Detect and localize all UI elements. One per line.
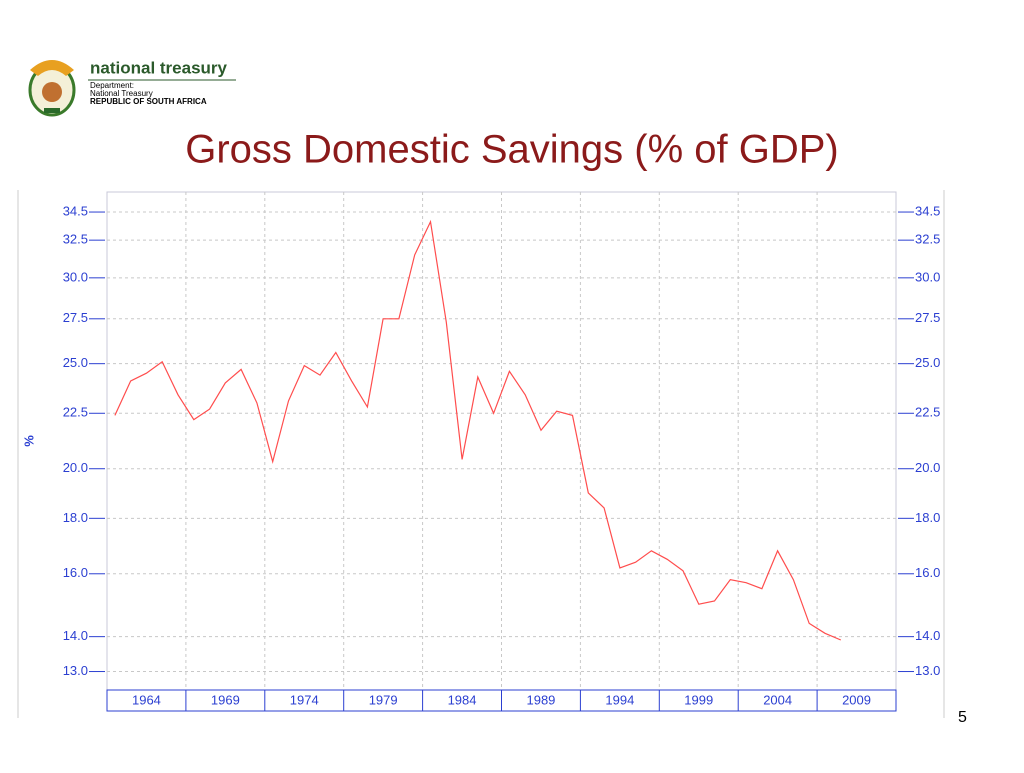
- y2-tick-label: 25.0: [915, 355, 940, 370]
- y2-tick-label: 13.0: [915, 663, 940, 678]
- y-tick-label: 14.0: [63, 628, 88, 643]
- y2-tick-label: 20.0: [915, 460, 940, 475]
- x-tick-label: 2004: [763, 692, 792, 707]
- y-tick-label: 25.0: [63, 355, 88, 370]
- x-tick-label: 1989: [526, 692, 555, 707]
- x-tick-label: 1974: [290, 692, 319, 707]
- dept: Department:: [90, 81, 134, 90]
- page-number: 5: [958, 709, 967, 726]
- y2-tick-label: 16.0: [915, 565, 940, 580]
- org-name: national treasury: [90, 58, 228, 77]
- logo: [28, 60, 76, 117]
- y2-tick-label: 32.5: [915, 232, 940, 247]
- x-tick-label: 1979: [369, 692, 398, 707]
- y-tick-label: 22.5: [63, 405, 88, 420]
- x-tick-label: 1994: [605, 692, 634, 707]
- x-tick-label: 1969: [211, 692, 240, 707]
- y-tick-label: 30.0: [63, 269, 88, 284]
- y2-tick-label: 18.0: [915, 510, 940, 525]
- y2-tick-label: 22.5: [915, 405, 940, 420]
- y2-tick-label: 14.0: [915, 628, 940, 643]
- x-tick-label: 2009: [842, 692, 871, 707]
- y-tick-label: 16.0: [63, 565, 88, 580]
- y-tick-label: 27.5: [63, 310, 88, 325]
- chart-title: Gross Domestic Savings (% of GDP): [185, 128, 839, 172]
- data-line: [114, 219, 842, 641]
- x-tick-label: 1984: [448, 692, 477, 707]
- y-axis-label: %: [21, 435, 36, 447]
- y-tick-label: 32.5: [63, 232, 88, 247]
- y2-tick-label: 27.5: [915, 310, 940, 325]
- y-tick-label: 18.0: [63, 510, 88, 525]
- x-tick-label: 1999: [684, 692, 713, 707]
- y-tick-label: 34.5: [63, 203, 88, 218]
- x-tick-label: 1964: [132, 692, 161, 707]
- y2-tick-label: 34.5: [915, 203, 940, 218]
- dept-name: National Treasury: [90, 89, 153, 98]
- y2-tick-label: 30.0: [915, 269, 940, 284]
- country: REPUBLIC OF SOUTH AFRICA: [90, 97, 207, 106]
- y-tick-label: 20.0: [63, 460, 88, 475]
- y-tick-label: 13.0: [63, 663, 88, 678]
